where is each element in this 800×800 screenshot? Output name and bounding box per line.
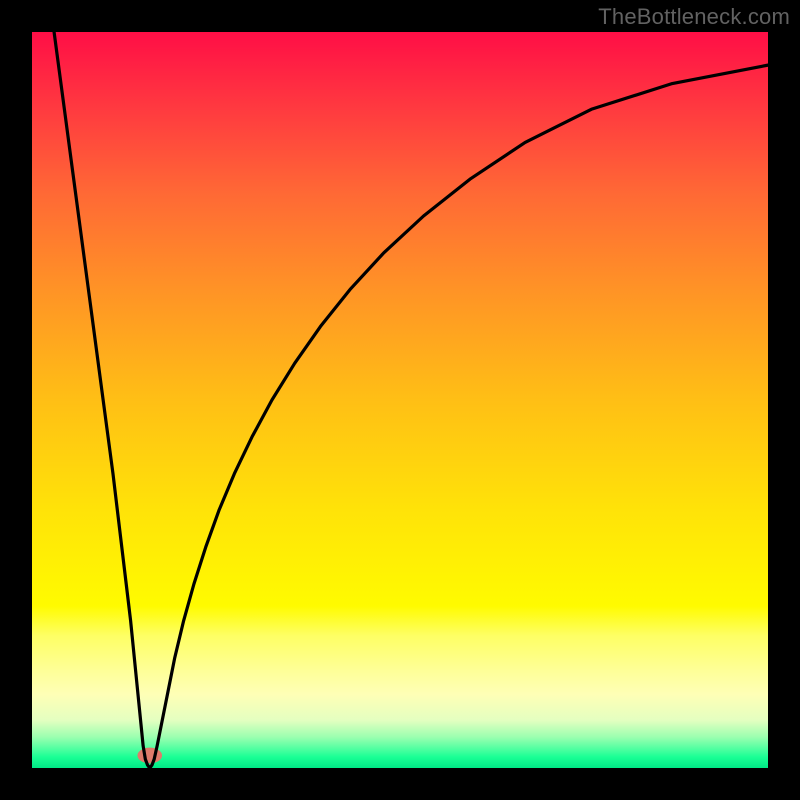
watermark-text: TheBottleneck.com xyxy=(598,4,790,30)
bottleneck-chart: TheBottleneck.com xyxy=(0,0,800,800)
chart-svg xyxy=(0,0,800,800)
plot-background xyxy=(32,32,768,768)
minimum-marker xyxy=(138,748,162,763)
